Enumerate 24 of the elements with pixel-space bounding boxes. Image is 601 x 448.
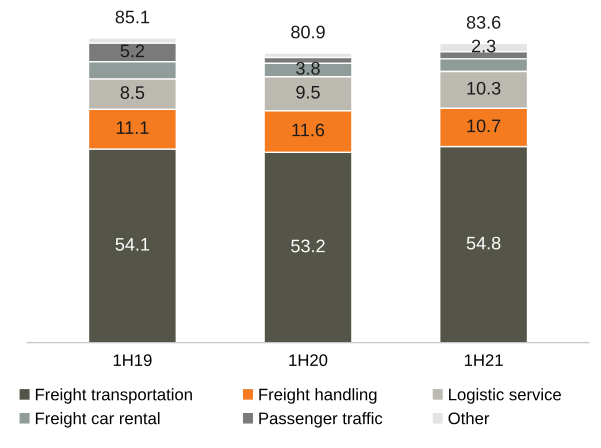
data-label: 54.8 <box>466 236 500 250</box>
data-label: 3.8 <box>296 62 320 75</box>
data-label: 11.1 <box>116 121 148 134</box>
x-tick-label: 1H20 <box>289 354 328 366</box>
data-label: 53.2 <box>291 240 325 252</box>
legend-label: Freight transportation <box>36 388 192 404</box>
total-label: 83.6 <box>466 16 500 29</box>
total-label: 85.1 <box>116 10 150 24</box>
data-label: 11.6 <box>292 124 324 136</box>
data-label: 10.3 <box>467 82 500 95</box>
data-label: 8.5 <box>120 86 144 99</box>
data-label: 54.1 <box>116 238 150 251</box>
x-tick-label: 1H19 <box>114 354 152 366</box>
data-label: 9.5 <box>296 86 320 99</box>
x-tick-label: 1H21 <box>464 354 503 366</box>
data-label: 2.3 <box>472 40 496 52</box>
data-label: 10.7 <box>467 119 500 132</box>
legend-label: Passenger traffic <box>259 412 382 428</box>
legend-label: Other <box>448 412 490 424</box>
legend-label: Freight handling <box>259 388 376 404</box>
legend-label: Freight car rental <box>36 412 160 428</box>
data-label: 5.2 <box>120 44 144 58</box>
total-label: 80.9 <box>291 26 325 38</box>
legend-label: Logistic service <box>449 388 561 404</box>
